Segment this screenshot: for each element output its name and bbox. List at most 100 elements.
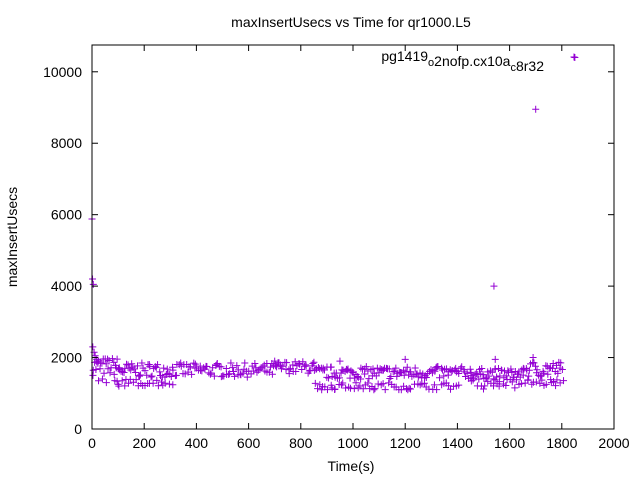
data-point <box>165 380 173 388</box>
data-point <box>530 359 538 367</box>
data-point <box>314 363 322 371</box>
data-point <box>292 367 300 375</box>
data-point <box>401 355 409 363</box>
data-point <box>525 366 533 374</box>
data-point <box>271 357 279 365</box>
data-point <box>379 380 387 388</box>
legend-marker <box>570 53 578 61</box>
data-point <box>285 370 293 378</box>
data-point <box>553 376 561 384</box>
data-point <box>354 384 362 392</box>
data-point <box>89 280 97 288</box>
data-point <box>542 380 550 388</box>
data-point <box>455 369 463 377</box>
data-point <box>102 360 110 368</box>
data-point <box>511 384 519 392</box>
data-point <box>443 365 451 373</box>
data-point <box>203 362 211 370</box>
data-point <box>436 374 444 382</box>
data-point <box>136 372 144 380</box>
data-point <box>466 365 474 373</box>
data-point <box>156 368 164 376</box>
data-point <box>478 364 486 372</box>
data-point <box>241 359 249 367</box>
data-point <box>422 373 430 381</box>
data-point <box>532 378 540 386</box>
data-point <box>491 355 499 363</box>
data-point <box>132 368 140 376</box>
data-point <box>405 384 413 392</box>
data-point <box>512 376 520 384</box>
data-point <box>444 371 452 379</box>
data-point <box>364 367 372 375</box>
data-point <box>126 375 134 383</box>
data-point <box>495 382 503 390</box>
legend-label: pg1419o2nofp.cx10ac8r32 <box>381 48 544 74</box>
data-point <box>508 378 516 386</box>
data-point <box>364 379 372 387</box>
data-point <box>328 384 336 392</box>
data-point <box>106 369 114 377</box>
data-point <box>365 375 373 383</box>
data-point <box>210 372 218 380</box>
data-point <box>206 370 214 378</box>
data-point <box>259 363 267 371</box>
data-point <box>268 370 276 378</box>
data-point <box>386 374 394 382</box>
data-point <box>331 385 339 393</box>
data-point <box>508 368 516 376</box>
data-point <box>149 379 157 387</box>
x-tick-label: 1600 <box>494 435 525 451</box>
y-tick-label: 10000 <box>43 64 82 80</box>
data-point <box>156 372 164 380</box>
data-point <box>335 374 343 382</box>
data-point <box>154 382 162 390</box>
data-point <box>93 355 101 363</box>
data-point <box>480 385 487 393</box>
data-point <box>339 379 347 387</box>
data-point <box>138 359 146 367</box>
data-point <box>502 372 510 380</box>
x-tick-label: 600 <box>237 435 261 451</box>
data-point <box>475 375 483 383</box>
data-point <box>416 381 424 389</box>
data-point <box>154 361 162 369</box>
data-point <box>427 366 435 374</box>
data-point <box>291 358 299 366</box>
data-point <box>407 368 415 376</box>
data-point <box>479 371 487 379</box>
data-point <box>215 362 223 370</box>
legend-label-subscript: c <box>510 62 516 74</box>
data-point <box>571 54 579 62</box>
data-point <box>377 381 385 389</box>
data-point <box>560 377 568 385</box>
data-point <box>164 369 172 377</box>
data-point <box>463 369 471 377</box>
data-point <box>191 360 199 368</box>
data-point <box>507 365 515 373</box>
data-point <box>547 379 555 387</box>
data-point <box>302 362 310 370</box>
data-point <box>327 363 335 371</box>
data-point <box>172 371 180 379</box>
data-point <box>125 379 133 387</box>
data-point <box>469 376 477 384</box>
data-point <box>92 366 100 374</box>
data-point <box>533 366 541 374</box>
data-point <box>420 379 428 387</box>
data-point <box>169 381 177 389</box>
chart-title: maxInsertUsecs vs Time for qr1000.L5 <box>231 14 471 30</box>
data-point <box>532 105 540 113</box>
data-point <box>141 367 149 375</box>
data-point <box>233 362 241 370</box>
data-point <box>134 362 142 370</box>
data-point <box>485 372 493 380</box>
data-point <box>319 364 327 372</box>
x-tick-label: 1800 <box>546 435 577 451</box>
data-point <box>403 363 411 371</box>
y-axis: 0 2000 4000 6000 8000 10000 <box>43 64 614 437</box>
data-point <box>113 355 121 363</box>
legend-label-part: 8r32 <box>516 58 544 74</box>
y-axis-label: maxInsertUsecs <box>4 187 20 287</box>
